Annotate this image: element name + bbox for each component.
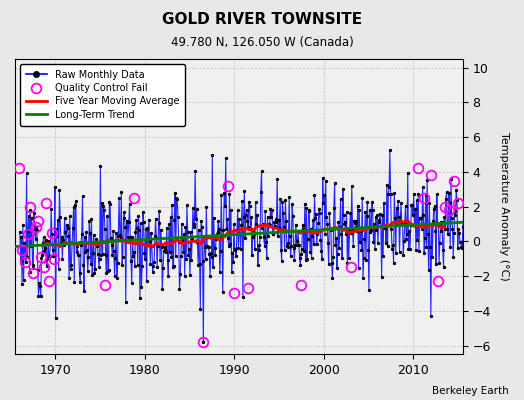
Legend: Raw Monthly Data, Quality Control Fail, Five Year Moving Average, Long-Term Tren: Raw Monthly Data, Quality Control Fail, … [20,64,185,126]
Y-axis label: Temperature Anomaly (°C): Temperature Anomaly (°C) [499,132,509,281]
Text: GOLD RIVER TOWNSITE: GOLD RIVER TOWNSITE [162,12,362,27]
Text: Berkeley Earth: Berkeley Earth [432,386,508,396]
Text: 49.780 N, 126.050 W (Canada): 49.780 N, 126.050 W (Canada) [171,36,353,49]
